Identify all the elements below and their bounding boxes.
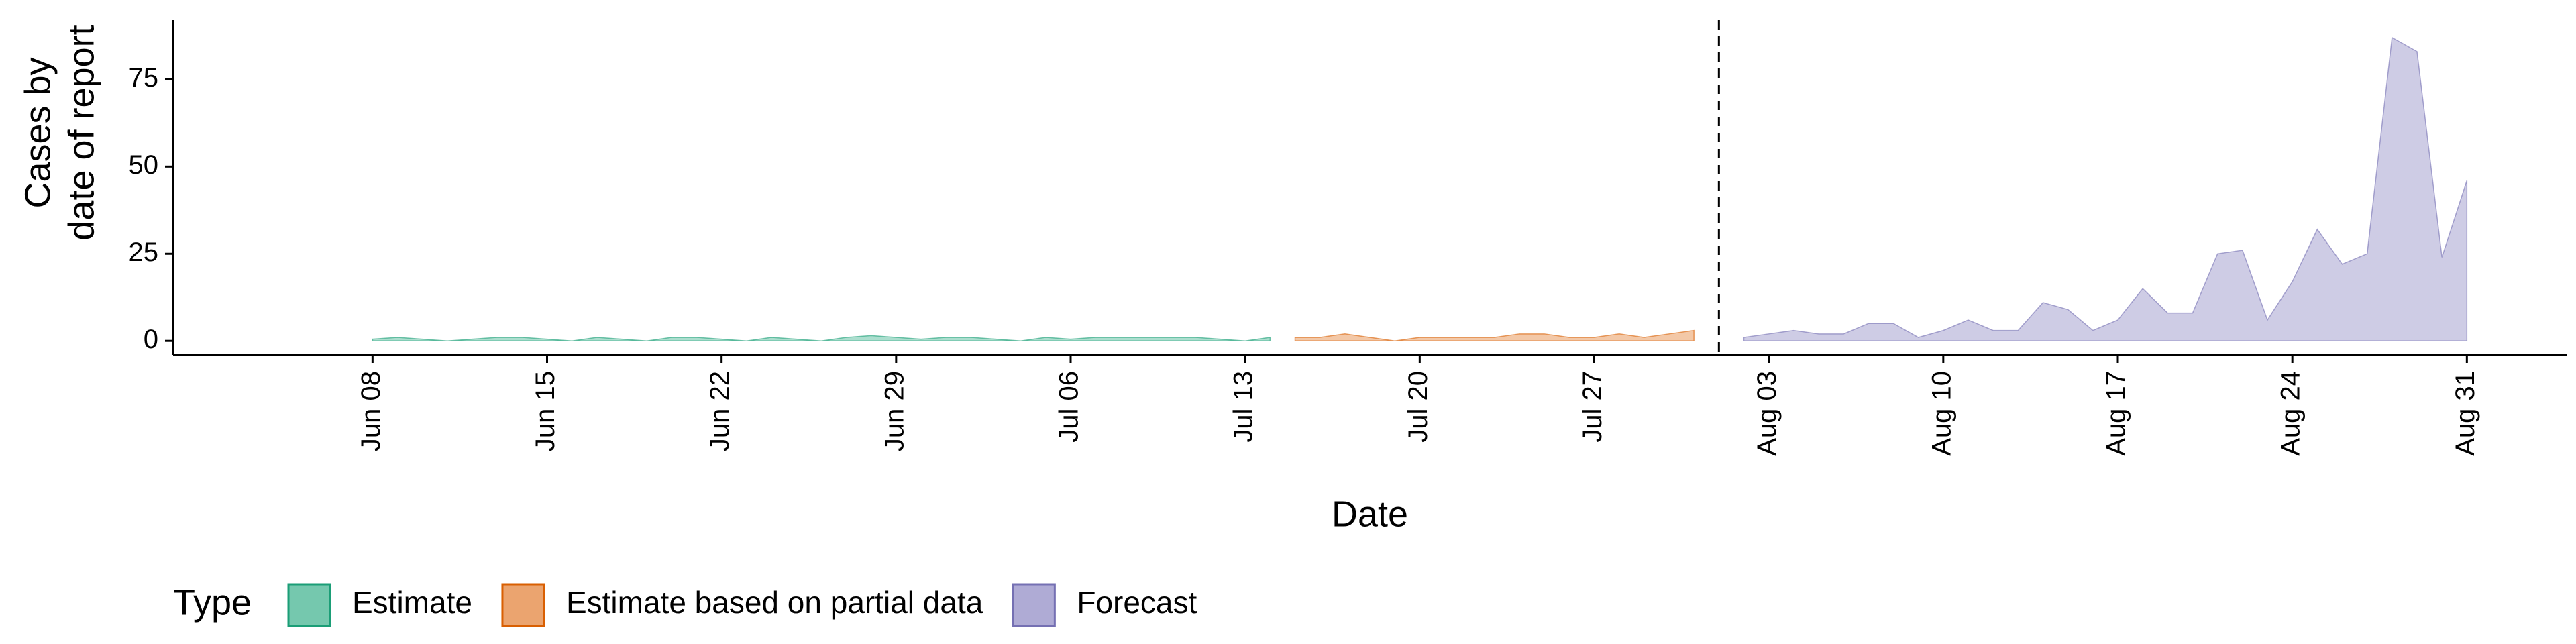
legend-label: Estimate (352, 585, 472, 620)
x-axis-title: Date (1332, 494, 1408, 534)
legend-label: Estimate based on partial data (566, 585, 983, 620)
legend-title: Type (173, 582, 252, 623)
y-tick-label: 25 (129, 237, 159, 267)
y-axis-title: Cases by (17, 57, 58, 208)
legend-label: Forecast (1077, 585, 1197, 620)
area (1294, 329, 1695, 341)
area (1743, 36, 2468, 341)
x-tick-label: Jul 06 (1055, 371, 1084, 443)
x-tick-label: Jul 27 (1578, 371, 1607, 443)
x-tick-label: Jul 20 (1403, 371, 1433, 443)
y-tick-label: 50 (129, 150, 159, 180)
x-tick-label: Aug 31 (2451, 371, 2480, 456)
x-tick-label: Aug 10 (1927, 371, 1956, 456)
x-tick-label: Jun 15 (531, 371, 560, 451)
y-tick-label: 75 (129, 63, 159, 93)
legend-key (287, 583, 331, 627)
area (372, 335, 1271, 341)
x-tick-label: Aug 24 (2276, 371, 2306, 456)
legend-key (1012, 583, 1056, 627)
x-tick-label: Jun 08 (356, 371, 386, 451)
y-tick-label: 0 (144, 325, 158, 354)
x-tick-label: Aug 17 (2102, 371, 2131, 456)
x-tick-label: Aug 03 (1752, 371, 1782, 456)
x-tick-label: Jul 13 (1229, 371, 1258, 443)
legend-key (501, 583, 545, 627)
x-tick-label: Jun 29 (879, 371, 909, 451)
y-axis-title: date of report (61, 25, 101, 240)
x-tick-label: Jun 22 (705, 371, 735, 451)
